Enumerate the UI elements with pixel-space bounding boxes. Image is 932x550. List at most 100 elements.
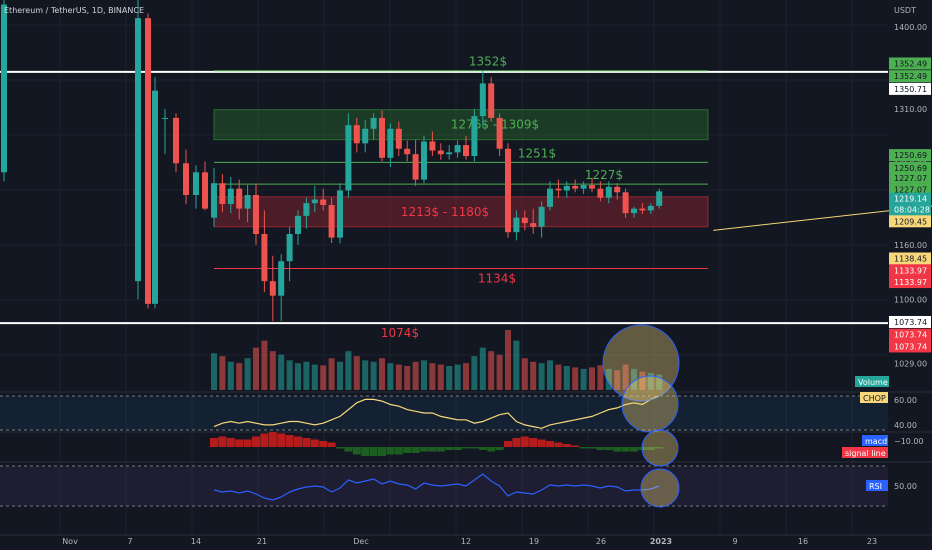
time-axis-tick: 2023 [650, 537, 672, 546]
candle-body [227, 188, 234, 205]
candle-body [337, 190, 343, 238]
macd-bar [428, 447, 437, 452]
signal-tag-bg [842, 447, 888, 458]
candle-body [639, 208, 646, 211]
price-label-bg [889, 252, 931, 265]
volume-bar [563, 366, 570, 390]
candle-body [488, 83, 495, 118]
volume-bar [253, 347, 259, 390]
candle-body [193, 172, 199, 195]
candle-body [261, 234, 268, 282]
macd-bar [344, 447, 353, 452]
candle-body [219, 183, 226, 205]
candle-body [471, 116, 478, 156]
price-label: 1073.74 [894, 318, 927, 327]
volume-bar [521, 358, 528, 390]
price-label: 1350.71 [894, 85, 927, 94]
volume-bar [505, 330, 511, 390]
macd-bar [537, 439, 546, 447]
volume-bar [656, 374, 663, 390]
volume-bar [647, 373, 654, 390]
macd-bar [260, 433, 269, 447]
macd-bar [336, 447, 344, 449]
candle-body [1, 4, 7, 173]
macd-bar [243, 439, 252, 447]
time-axis-tick: Nov [62, 537, 78, 546]
price-label: 1219.14 [894, 195, 927, 204]
macd-bar [621, 447, 630, 452]
highlight-circle [640, 468, 680, 508]
candle-body [183, 163, 189, 195]
candle-body [563, 185, 570, 191]
volume-bar [286, 360, 293, 390]
candle-body [353, 125, 360, 144]
candle-body [429, 141, 436, 151]
volume-bar [320, 365, 327, 390]
highlight-circles [602, 324, 680, 508]
volume-bar [211, 353, 217, 390]
macd-bar [529, 438, 538, 447]
volume-bar [387, 363, 394, 390]
price-label-bg [889, 340, 931, 353]
macd-bar [520, 436, 529, 447]
level-label: 1227$ [585, 168, 623, 182]
price-label-bg [889, 192, 931, 205]
price-label-bg [889, 171, 931, 184]
time-axis-tick: 14 [191, 537, 201, 546]
volume-bar [236, 363, 243, 390]
rsi-line [213, 473, 660, 501]
candle-body [589, 185, 595, 189]
volume-bar [278, 354, 285, 390]
price-label-bg [889, 82, 931, 95]
macd-bar [302, 438, 311, 447]
volume-bar [555, 364, 562, 390]
macd-bar [630, 447, 638, 452]
macd-bar [294, 436, 302, 447]
volume-bar [219, 356, 226, 390]
macd-bar [655, 447, 664, 449]
volume-bar [295, 363, 301, 390]
macd-bar [277, 433, 286, 447]
volume-bar [547, 360, 553, 390]
volume-bar [429, 363, 436, 390]
time-axis-tick: 26 [596, 537, 606, 546]
candle-body [404, 148, 411, 155]
macd-bar [252, 436, 260, 447]
candle-body [463, 145, 469, 156]
candle-body [454, 145, 461, 153]
price-label-bg [889, 70, 931, 83]
price-label-bg [889, 57, 931, 70]
signal-tag: signal line [845, 449, 886, 458]
candle-body [345, 125, 352, 191]
macd-bar [403, 447, 412, 453]
level-label: 1251$ [518, 146, 556, 160]
macd-tag-bg [862, 435, 888, 446]
grid [0, 0, 888, 535]
candle-body [412, 154, 419, 180]
volume-bar [261, 340, 268, 390]
macd-bar [554, 442, 563, 447]
macd-bar [478, 447, 487, 450]
macd-bar [512, 438, 521, 447]
candle-body [521, 217, 528, 224]
price-zones: 1276$ - 1309$ 1213$ - 1180$ [213, 109, 709, 228]
macd-bar [504, 441, 512, 447]
macd-bar [310, 439, 319, 447]
candle-body [614, 186, 621, 193]
candle-body [303, 203, 310, 216]
candle-body [162, 117, 168, 119]
candles[interactable] [1, 0, 663, 322]
price-label: 1250.69 [894, 151, 927, 160]
price-axis-unit: USDT [894, 6, 916, 15]
macd-bar [361, 447, 370, 456]
price-label: 1133.97 [894, 278, 927, 287]
macd-bar [327, 442, 336, 447]
time-axis-tick: Dec [353, 537, 368, 546]
volume-bar [244, 358, 251, 390]
volume-bar [454, 364, 461, 390]
candle-body [572, 185, 579, 189]
candle-body [513, 217, 520, 233]
rsi-tag: RSI [869, 482, 882, 491]
candle-body [173, 117, 179, 164]
